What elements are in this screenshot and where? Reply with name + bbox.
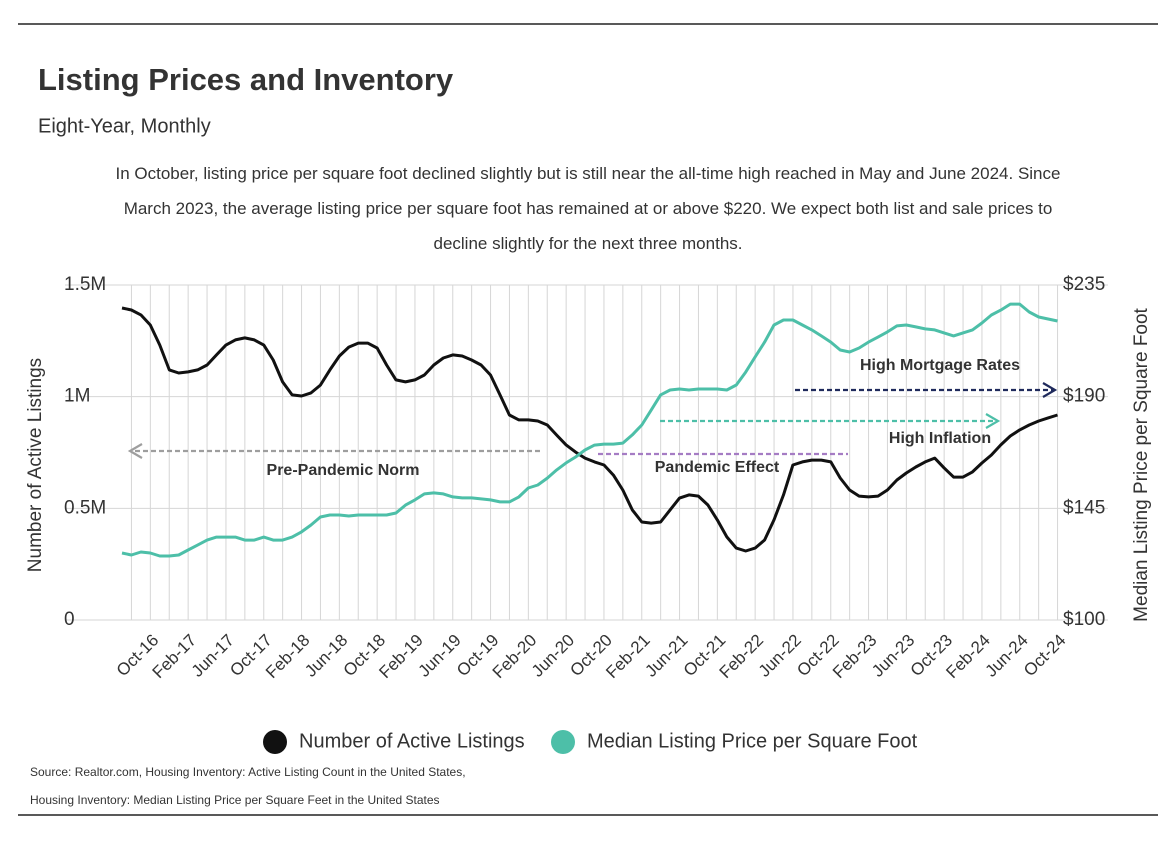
legend-label: Median Listing Price per Square Foot [587, 730, 918, 752]
x-tick-label: Jun-22 [755, 631, 805, 681]
source-line: Housing Inventory: Median Listing Price … [30, 793, 440, 807]
series-line [121, 306, 1058, 553]
annotation-text: High Mortgage Rates [860, 357, 1020, 374]
y2-tick-label: $235 [1063, 274, 1105, 295]
legend-label: Number of Active Listings [299, 730, 525, 752]
x-tick-label: Jun-19 [415, 631, 465, 681]
annotation-text: Pandemic Effect [655, 459, 780, 476]
annotation-arrow [127, 443, 143, 459]
x-tick-label: Jun-24 [982, 631, 1032, 681]
y2-tick-label: $100 [1063, 609, 1105, 630]
y2-tick-label: $145 [1063, 497, 1105, 518]
legend-marker [263, 730, 287, 754]
x-tick-label: Jun-20 [528, 631, 578, 681]
annotation-text: High Inflation [889, 430, 991, 447]
x-tick-label: Jun-23 [868, 631, 918, 681]
annotation-arrow [1042, 382, 1058, 398]
y-tick-label: 0 [64, 609, 75, 630]
x-tick-label: Jun-18 [301, 631, 351, 681]
y-axis-label: Number of Active Listings [25, 358, 46, 572]
y2-tick-label: $190 [1063, 386, 1105, 407]
series-line [121, 302, 1058, 558]
annotation-arrow [985, 413, 1001, 429]
x-tick-label: Jun-17 [188, 631, 238, 681]
x-tick-label: Oct-24 [1020, 631, 1070, 681]
y-tick-label: 1.5M [64, 274, 106, 295]
annotation-text: Pre-Pandemic Norm [267, 462, 420, 479]
y2-axis-label: Median Listing Price per Square Foot [1131, 307, 1152, 621]
x-tick-label: Jun-21 [641, 631, 691, 681]
description: In October, listing price per square foo… [115, 164, 1061, 253]
legend-marker [551, 730, 575, 754]
chart-title: Listing Prices and Inventory [38, 62, 454, 97]
source-line: Source: Realtor.com, Housing Inventory: … [30, 765, 466, 779]
y-tick-label: 0.5M [64, 497, 106, 518]
chart-subtitle: Eight-Year, Monthly [38, 115, 211, 137]
y-tick-label: 1M [64, 386, 90, 407]
